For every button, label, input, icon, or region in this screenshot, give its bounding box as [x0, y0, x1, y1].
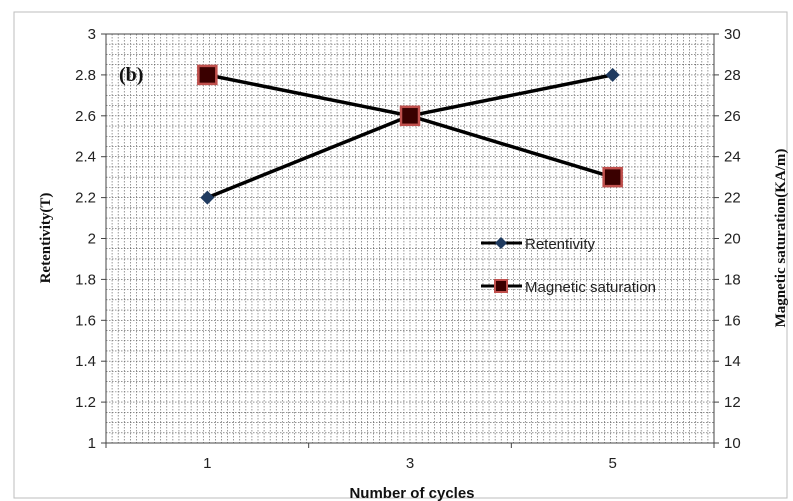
- y-left-tick-label: 1: [88, 435, 96, 452]
- legend: Retentivity Magnetic saturation: [481, 236, 656, 296]
- marker-square: [602, 166, 623, 188]
- y-left-tick-label: 1.4: [75, 353, 96, 370]
- y-right-tick-label: 10: [724, 435, 741, 452]
- y-right-tick-label: 28: [724, 67, 741, 84]
- marker-diamond: [605, 67, 620, 82]
- legend-square-icon: [494, 279, 508, 293]
- y-right-tick-label: 12: [724, 394, 741, 411]
- legend-diamond-icon: [495, 237, 507, 249]
- y-left-tick-label: 1.6: [75, 312, 96, 329]
- y-left-tick-label: 3: [88, 26, 96, 43]
- marker-square: [197, 64, 218, 86]
- y-right-tick-label: 26: [724, 108, 741, 125]
- panel-label: (b): [119, 64, 143, 86]
- y-right-axis-title: Magnetic saturation(KA/m): [773, 149, 789, 328]
- y-right-tick-label: 20: [724, 231, 741, 248]
- y-left-tick-label: 2: [88, 231, 96, 248]
- axes: 1 1.2 1.4 1.6 1.8 2 2.2 2.4 2.6 2.8 3 10 12 14 16 18 20 2…: [75, 26, 741, 472]
- y-left-tick-label: 2.6: [75, 108, 96, 125]
- x-tick-label: 5: [608, 455, 616, 472]
- chart-border: [13, 11, 788, 499]
- grid-lines: [105, 33, 715, 444]
- x-tick-label: 3: [406, 455, 414, 472]
- y-left-tick-label: 2.4: [75, 149, 96, 166]
- y-right-tick-label: 30: [724, 26, 741, 43]
- y-left-tick-label: 2.8: [75, 67, 96, 84]
- y-left-tick-label: 1.2: [75, 394, 96, 411]
- x-axis-title: Number of cycles: [349, 485, 474, 501]
- marker-diamond: [200, 190, 215, 205]
- y-right-tick-label: 18: [724, 271, 741, 288]
- legend-label-retentivity: Retentivity: [525, 236, 596, 253]
- y-left-tick-label: 1.8: [75, 271, 96, 288]
- legend-label-magnetic: Magnetic saturation: [525, 279, 656, 296]
- y-left-axis-title: Retentivity(T): [38, 193, 54, 284]
- y-right-tick-label: 24: [724, 149, 741, 166]
- marker-square: [399, 105, 421, 127]
- y-right-tick-label: 22: [724, 190, 741, 207]
- series-markers: [197, 64, 623, 205]
- y-left-tick-label: 2.2: [75, 190, 96, 207]
- y-right-tick-label: 16: [724, 312, 741, 329]
- x-tick-label: 1: [203, 455, 211, 472]
- y-right-tick-label: 14: [724, 353, 741, 370]
